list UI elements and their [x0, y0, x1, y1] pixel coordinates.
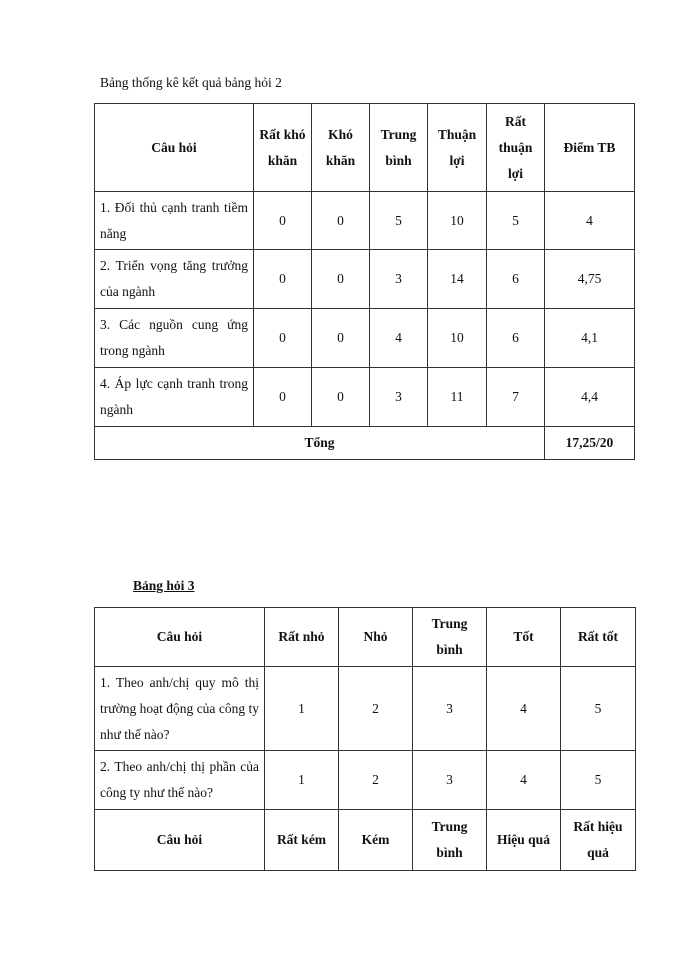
table-header-row-2: Câu hỏi Rất kém Kém Trung bình Hiệu quả …	[94, 809, 636, 871]
header-cell: Rất khó khăn	[253, 103, 312, 192]
value-cell: 0	[253, 308, 312, 368]
header-cell: Khó khăn	[311, 103, 370, 192]
value-cell: 10	[427, 308, 487, 368]
question-cell: 1. Theo anh/chị quy mô thị trường hoạt đ…	[94, 666, 265, 751]
table-row: 1. Theo anh/chị quy mô thị trường hoạt đ…	[94, 666, 636, 751]
value-cell: 5	[369, 191, 428, 250]
table-row: 2. Theo anh/chị thị phần của công ty như…	[94, 750, 636, 810]
header-cell: Trung bình	[369, 103, 428, 192]
table-row: 2. Triển vọng tăng trưởng của ngành 0 0 3 14…	[94, 249, 635, 309]
value-cell: 3	[369, 249, 428, 309]
value-cell: 5	[560, 750, 636, 810]
value-cell: 6	[486, 249, 545, 309]
header-cell: Điểm TB	[544, 103, 635, 192]
question-cell: 1. Đối thủ cạnh tranh tiềm năng	[94, 191, 254, 250]
survey-3-table: Câu hỏi Rất nhỏ Nhỏ Trung bình Tốt Rất t…	[94, 607, 636, 871]
header-cell: Rất nhỏ	[264, 607, 339, 667]
value-cell: 1	[264, 750, 339, 810]
header-cell: Nhỏ	[338, 607, 413, 667]
value-cell: 10	[427, 191, 487, 250]
value-cell: 0	[253, 367, 312, 427]
header-cell: Kém	[338, 809, 413, 871]
value-cell: 3	[412, 666, 487, 751]
value-cell: 4,75	[544, 249, 635, 309]
value-cell: 4	[486, 666, 561, 751]
total-value: 17,25/20	[544, 426, 635, 460]
table-header-row: Câu hỏi Rất khó khăn Khó khăn Trung bình…	[94, 103, 635, 192]
question-cell: 4. Áp lực cạnh tranh trong ngành	[94, 367, 254, 427]
value-cell: 0	[253, 249, 312, 309]
value-cell: 4,4	[544, 367, 635, 427]
value-cell: 4	[486, 750, 561, 810]
value-cell: 3	[369, 367, 428, 427]
total-row: Tổng 17,25/20	[94, 426, 635, 460]
table-header-row: Câu hỏi Rất nhỏ Nhỏ Trung bình Tốt Rất t…	[94, 607, 636, 667]
table-row: 4. Áp lực cạnh tranh trong ngành 0 0 3 11 7 4,…	[94, 367, 635, 427]
value-cell: 2	[338, 750, 413, 810]
value-cell: 0	[311, 249, 370, 309]
total-label: Tổng	[94, 426, 545, 460]
value-cell: 5	[560, 666, 636, 751]
value-cell: 4	[369, 308, 428, 368]
header-cell: Rất kém	[264, 809, 339, 871]
value-cell: 3	[412, 750, 487, 810]
value-cell: 0	[311, 367, 370, 427]
survey-2-results-table: Câu hỏi Rất khó khăn Khó khăn Trung bình…	[94, 103, 635, 460]
value-cell: 14	[427, 249, 487, 309]
header-cell: Tốt	[486, 607, 561, 667]
value-cell: 0	[311, 308, 370, 368]
header-cell: Câu hỏi	[94, 607, 265, 667]
question-cell: 2. Triển vọng tăng trưởng của ngành	[94, 249, 254, 309]
header-cell: Rất thuận lợi	[486, 103, 545, 192]
header-cell: Rất tốt	[560, 607, 636, 667]
header-cell: Trung bình	[412, 607, 487, 667]
question-cell: 3. Các nguồn cung ứng trong ngành	[94, 308, 254, 368]
value-cell: 0	[311, 191, 370, 250]
table-row: 1. Đối thủ cạnh tranh tiềm năng 0 0 5 10 5 4	[94, 191, 635, 250]
header-cell: Câu hỏi	[94, 809, 265, 871]
value-cell: 11	[427, 367, 487, 427]
table-row: 3. Các nguồn cung ứng trong ngành 0 0 4 10 6 4…	[94, 308, 635, 368]
header-cell: Trung bình	[412, 809, 487, 871]
value-cell: 7	[486, 367, 545, 427]
question-cell: 2. Theo anh/chị thị phần của công ty như…	[94, 750, 265, 810]
header-cell: Rất hiệu quả	[560, 809, 636, 871]
value-cell: 4	[544, 191, 635, 250]
table1-caption: Bảng thống kê kết quả bảng hỏi 2	[100, 75, 282, 90]
header-cell: Thuận lợi	[427, 103, 487, 192]
table2-caption: Bảng hỏi 3	[133, 578, 195, 593]
value-cell: 5	[486, 191, 545, 250]
value-cell: 0	[253, 191, 312, 250]
value-cell: 6	[486, 308, 545, 368]
value-cell: 1	[264, 666, 339, 751]
value-cell: 2	[338, 666, 413, 751]
header-cell: Hiệu quả	[486, 809, 561, 871]
header-cell: Câu hỏi	[94, 103, 254, 192]
value-cell: 4,1	[544, 308, 635, 368]
